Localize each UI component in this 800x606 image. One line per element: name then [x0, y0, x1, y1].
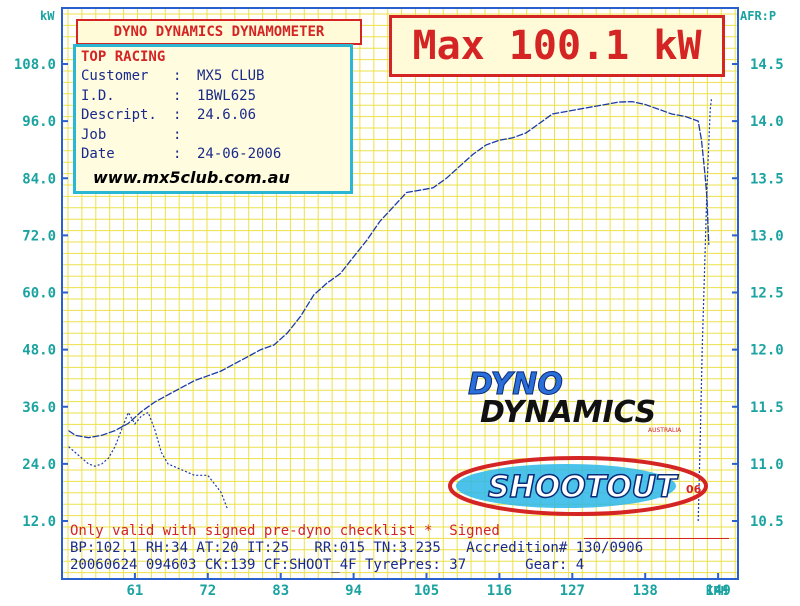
logo-australia-text: AUSTRALIA — [648, 427, 682, 434]
x-tick-label: 149 — [705, 583, 730, 599]
y-left-unit: kW — [40, 9, 55, 23]
dyno-dynamics-logo: DYNO DYNAMICS AUSTRALIA — [468, 367, 683, 435]
y-right-unit: AFR:P — [740, 9, 776, 23]
afr-curve-1 — [697, 98, 713, 522]
info-box: TOP RACING Customer: MX5 CLUB I.D.:1BWL62… — [73, 44, 353, 194]
x-tick-label: 94 — [345, 583, 362, 599]
afr-curve-0 — [68, 411, 229, 510]
x-tick-label: 61 — [126, 583, 143, 599]
y-right-tick-label: 11.5 — [750, 400, 784, 416]
x-tick-label: 72 — [199, 583, 216, 599]
y-left-tick-label: 36.0 — [22, 400, 56, 416]
y-right-tick-label: 13.5 — [750, 171, 784, 187]
footer-run-info: 20060624 094603 CK:139 CF:SHOOT_4F TyreP… — [70, 557, 585, 573]
x-tick-label: 105 — [414, 583, 439, 599]
y-left-tick-label: 24.0 — [22, 457, 56, 473]
curves — [68, 98, 713, 522]
y-right-tick-label: 14.5 — [750, 57, 784, 73]
max-power-label: Max 100.1 kW — [389, 15, 725, 77]
logo-shootout-text: SHOOTOUT — [488, 470, 679, 505]
x-unit: KPH — [706, 584, 728, 598]
info-row-job: Job: — [81, 126, 182, 143]
y-right-tick-label: 14.0 — [750, 114, 784, 130]
y-left-tick-label: 108.0 — [14, 57, 56, 73]
y-right-tick-label: 12.5 — [750, 286, 784, 302]
x-ticks: 61 72 83 94 105 116 127 138 149 — [126, 573, 731, 599]
y-left-ticks: 108.0 96.0 84.0 72.0 60.0 48.0 36.0 24.0 12.0 — [14, 57, 68, 530]
y-right-tick-label: 13.0 — [750, 228, 784, 244]
power-curve-0 — [68, 100, 710, 439]
info-org: TOP RACING — [81, 49, 166, 65]
y-right-tick-label: 10.5 — [750, 514, 784, 530]
logo-06-text: 06 — [686, 483, 702, 496]
info-row-id: I.D.:1BWL625 — [81, 87, 257, 104]
signed-line — [584, 538, 729, 539]
chart-title: DYNO DYNAMICS DYNAMOMETER — [76, 19, 362, 45]
logo-dyno-text: DYNO — [468, 367, 563, 402]
x-tick-label: 116 — [487, 583, 512, 599]
y-left-tick-label: 72.0 — [22, 228, 56, 244]
logo-dynamics-text: DYNAMICS — [480, 395, 656, 430]
footer-params: BP:102.1 RH:34 AT:20 IT:25 RR:015 TN:3.2… — [70, 540, 644, 556]
info-row-customer: Customer: MX5 CLUB — [81, 68, 265, 84]
y-left-tick-label: 48.0 — [22, 343, 56, 359]
shootout-logo: SHOOTOUT 06 — [448, 456, 708, 516]
footer-validity: Only valid with signed pre-dyno checklis… — [70, 523, 500, 539]
x-tick-label: 83 — [272, 583, 289, 599]
y-left-tick-label: 60.0 — [22, 286, 56, 302]
y-left-tick-label: 84.0 — [22, 171, 56, 187]
info-row-descript: Descript.:24.6.06 — [81, 107, 257, 123]
y-right-tick-label: 12.0 — [750, 343, 784, 359]
y-left-tick-label: 96.0 — [22, 114, 56, 130]
y-right-tick-label: 11.0 — [750, 457, 784, 473]
y-right-ticks: 14.5 14.0 13.5 13.0 12.5 12.0 11.5 11.0 10.5 — [732, 57, 784, 530]
y-left-tick-label: 12.0 — [22, 514, 56, 530]
x-tick-label: 127 — [560, 583, 585, 599]
website-url: www.mx5club.com.au — [93, 167, 290, 187]
x-tick-label: 138 — [633, 583, 658, 599]
info-row-date: Date:24-06-2006 — [81, 146, 282, 162]
